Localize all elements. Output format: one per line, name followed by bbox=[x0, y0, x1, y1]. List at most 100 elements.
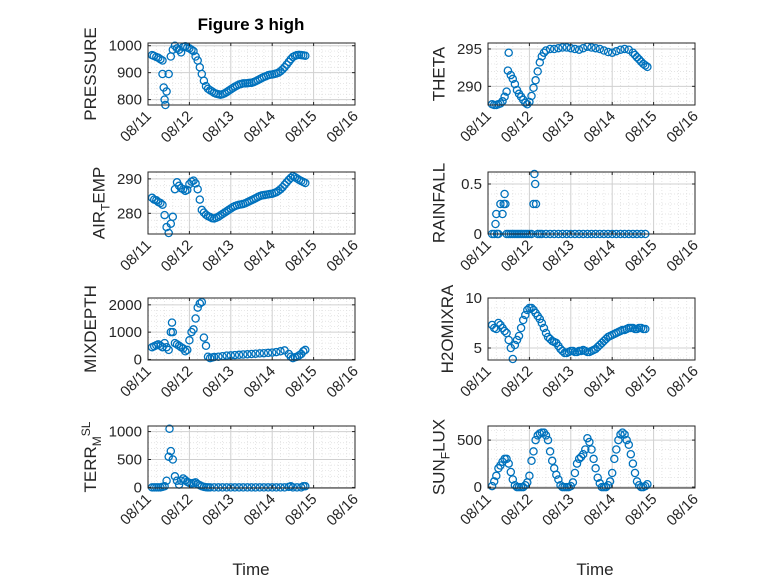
data-point bbox=[616, 430, 625, 439]
data-point bbox=[591, 43, 600, 53]
data-point bbox=[230, 350, 240, 360]
data-point bbox=[255, 349, 265, 358]
x-axis-label-right: Time bbox=[576, 560, 613, 579]
axes-box bbox=[487, 42, 696, 106]
y-tick-label: 0 bbox=[474, 226, 482, 243]
plot-area bbox=[488, 172, 695, 234]
y-axis-label: SUNFLUX bbox=[430, 419, 453, 495]
data-point bbox=[216, 211, 225, 220]
figure-title: Figure 3 high bbox=[198, 15, 305, 34]
data-point bbox=[591, 464, 600, 473]
data-point bbox=[529, 447, 538, 456]
data-point bbox=[251, 349, 260, 358]
data-point bbox=[610, 454, 619, 464]
data-point bbox=[272, 347, 281, 357]
subplot-6: 08/11 08/12 08/13 08/14 08/15 08/16510H2OMIXR… bbox=[438, 284, 702, 401]
data-point bbox=[552, 470, 561, 480]
data-point bbox=[189, 325, 198, 334]
data-point bbox=[156, 341, 165, 351]
data-point bbox=[581, 445, 590, 454]
data-point bbox=[176, 476, 186, 485]
data-point bbox=[288, 483, 298, 492]
data-point bbox=[278, 182, 287, 192]
data-point bbox=[195, 299, 205, 308]
data-point bbox=[181, 347, 190, 356]
data-point bbox=[516, 323, 526, 333]
y-axis-label-part: THETA bbox=[430, 46, 449, 101]
data-point bbox=[160, 338, 169, 348]
data-point bbox=[525, 471, 534, 481]
y-axis-label: H2OMIXRA bbox=[438, 284, 457, 373]
data-point bbox=[187, 45, 196, 54]
data-point bbox=[280, 483, 289, 492]
data-point bbox=[531, 199, 541, 209]
y-axis-label-part: RAINFALL bbox=[430, 163, 449, 243]
data-point bbox=[301, 345, 310, 355]
data-point bbox=[529, 199, 538, 209]
data-point bbox=[535, 314, 545, 324]
data-point bbox=[162, 87, 171, 96]
data-point bbox=[641, 481, 650, 491]
y-axis-label-part: H2OMIXRA bbox=[438, 284, 457, 373]
data-point bbox=[158, 69, 167, 79]
data-point bbox=[547, 456, 557, 466]
data-point bbox=[603, 47, 613, 57]
data-point bbox=[500, 92, 509, 102]
data-point bbox=[170, 472, 180, 481]
data-point bbox=[224, 86, 233, 95]
data-point bbox=[183, 185, 192, 195]
data-point bbox=[616, 45, 625, 54]
data-point bbox=[620, 44, 629, 54]
data-point bbox=[209, 352, 219, 362]
data-point bbox=[280, 180, 289, 189]
data-point bbox=[263, 348, 273, 358]
data-point bbox=[500, 189, 509, 199]
data-point bbox=[199, 76, 209, 85]
y-axis-label-part: EMP bbox=[90, 167, 109, 204]
y-tick-label: 280 bbox=[117, 205, 142, 222]
y-tick-label: 0 bbox=[134, 479, 142, 496]
data-point bbox=[199, 333, 209, 342]
data-point bbox=[531, 76, 540, 85]
data-point bbox=[209, 483, 219, 492]
data-point bbox=[214, 483, 223, 492]
data-point bbox=[222, 483, 231, 492]
data-point bbox=[530, 179, 540, 189]
data-point bbox=[558, 346, 567, 356]
data-point bbox=[521, 310, 530, 320]
plot-area bbox=[488, 43, 695, 105]
data-point bbox=[612, 46, 621, 56]
y-tick-label: 1000 bbox=[109, 324, 142, 341]
y-tick-label: 10 bbox=[465, 290, 482, 307]
plot-area bbox=[148, 43, 355, 105]
data-point bbox=[570, 468, 580, 478]
data-point bbox=[170, 338, 180, 348]
data-point bbox=[164, 69, 173, 79]
y-axis-label: MIXDEPTH bbox=[81, 285, 100, 373]
data-point bbox=[496, 199, 505, 209]
data-point bbox=[156, 198, 165, 208]
data-point bbox=[530, 169, 539, 179]
y-tick-label: 500 bbox=[457, 432, 482, 449]
data-point bbox=[496, 99, 505, 108]
data-point bbox=[201, 210, 211, 219]
data-point bbox=[500, 326, 509, 336]
data-point bbox=[585, 437, 594, 447]
data-point bbox=[492, 471, 501, 481]
data-point bbox=[643, 62, 652, 72]
data-point bbox=[301, 178, 310, 188]
y-tick-label: 0 bbox=[474, 479, 482, 496]
data-point bbox=[512, 335, 522, 345]
data-point bbox=[189, 46, 198, 56]
data-point bbox=[634, 55, 644, 64]
data-point bbox=[160, 95, 169, 104]
y-axis-label: RAINFALL bbox=[430, 163, 449, 243]
data-point bbox=[158, 200, 167, 209]
data-point bbox=[247, 483, 256, 492]
data-point bbox=[164, 345, 173, 355]
y-tick-label: 5 bbox=[474, 340, 482, 357]
data-point bbox=[238, 350, 248, 359]
data-point bbox=[160, 210, 169, 220]
data-point bbox=[541, 431, 551, 440]
